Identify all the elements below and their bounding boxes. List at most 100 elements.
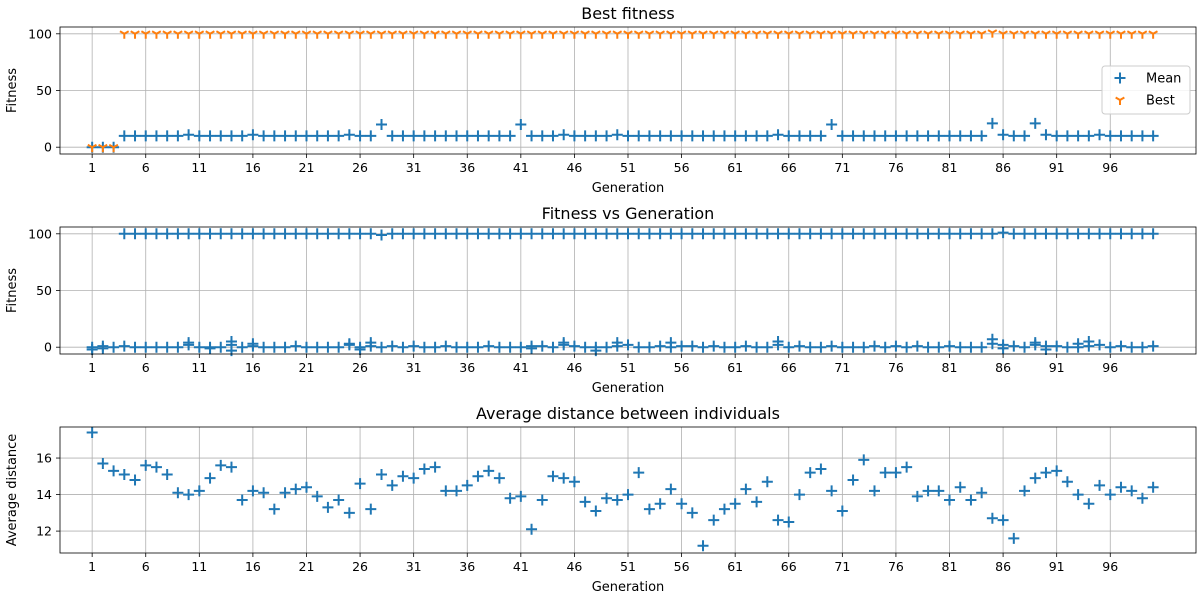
data-point: [290, 130, 302, 142]
data-point: [1104, 130, 1116, 142]
data-point: [976, 130, 988, 142]
data-point: [1147, 228, 1159, 240]
data-point: [1051, 340, 1063, 352]
x-axis-label: Generation: [592, 580, 665, 595]
data-point: [1083, 130, 1095, 142]
data-point: [279, 228, 291, 240]
data-point: [461, 228, 473, 240]
data-point: [1040, 467, 1052, 479]
data-point: [247, 338, 259, 350]
data-point: [129, 130, 141, 142]
x-tick-label: 46: [566, 559, 582, 574]
data-point: [847, 228, 859, 240]
data-point: [965, 341, 977, 353]
data-point: [1062, 30, 1073, 39]
x-tick-label: 41: [513, 559, 529, 574]
data-point: [397, 228, 409, 240]
data-point: [1061, 341, 1073, 353]
data-point: [547, 470, 559, 482]
data-point: [901, 228, 913, 240]
data-point: [697, 341, 709, 353]
data-point: [258, 30, 269, 39]
data-point: [1116, 30, 1126, 39]
data-point: [397, 130, 409, 142]
x-tick-label: 56: [674, 360, 690, 375]
data-point: [493, 472, 505, 484]
data-point: [558, 30, 569, 39]
data-point: [547, 228, 559, 240]
data-point: [172, 487, 184, 499]
data-point: [1040, 129, 1052, 141]
data-point: [751, 30, 762, 39]
data-point: [697, 228, 709, 240]
data-point: [837, 30, 848, 39]
data-point: [665, 228, 677, 240]
data-point: [247, 485, 259, 497]
data-point: [440, 30, 451, 39]
data-point: [162, 30, 173, 39]
data-point: [1115, 228, 1127, 240]
data-point: [1115, 481, 1127, 493]
y-tick-label: 0: [44, 140, 52, 155]
data-point: [1126, 228, 1138, 240]
data-point: [376, 341, 388, 353]
data-point: [1094, 339, 1106, 351]
data-point: [697, 540, 709, 552]
data-point: [847, 341, 859, 353]
data-point: [118, 228, 130, 240]
data-point: [911, 490, 923, 502]
data-point: [976, 228, 988, 240]
x-tick-label: 71: [834, 160, 850, 175]
data-point: [815, 228, 827, 240]
data-point: [343, 507, 355, 519]
data-point: [183, 489, 195, 501]
data-point: [504, 130, 516, 142]
data-point: [986, 228, 998, 240]
y-tick-label: 14: [36, 487, 52, 502]
data-point: [643, 503, 655, 515]
data-point: [622, 339, 634, 351]
data-point: [365, 503, 377, 515]
data-point: [140, 341, 152, 353]
data-point: [569, 30, 580, 39]
data-point: [118, 468, 130, 480]
data-point: [194, 30, 205, 39]
data-point: [376, 30, 387, 39]
data-point: [236, 494, 248, 506]
data-point: [986, 333, 998, 345]
data-point: [729, 130, 741, 142]
data-point: [997, 227, 1009, 239]
data-point: [987, 29, 998, 38]
data-point: [247, 228, 259, 240]
data-point: [933, 228, 945, 240]
y-axis-label: Average distance: [5, 434, 20, 547]
data-point: [483, 465, 495, 477]
data-point: [268, 341, 280, 353]
data-point: [311, 490, 323, 502]
data-point: [290, 483, 302, 495]
data-point: [708, 514, 720, 526]
x-tick-label: 36: [459, 160, 475, 175]
data-point: [343, 228, 355, 240]
data-point: [966, 30, 976, 39]
data-point: [365, 30, 376, 39]
x-tick-label: 76: [888, 360, 904, 375]
x-tick-label: 16: [245, 160, 261, 175]
data-point: [386, 340, 398, 352]
x-tick-label: 96: [1102, 559, 1118, 574]
data-point: [333, 130, 345, 142]
data-point: [1115, 130, 1127, 142]
data-point: [386, 228, 398, 240]
data-point: [868, 340, 880, 352]
data-point: [579, 496, 591, 508]
data-point: [676, 130, 688, 142]
data-point: [1126, 341, 1138, 353]
data-point: [237, 30, 248, 39]
data-point: [890, 130, 902, 142]
x-tick-label: 91: [1049, 360, 1065, 375]
x-tick-label: 76: [888, 160, 904, 175]
data-point: [590, 130, 602, 142]
data-point: [461, 130, 473, 142]
data-point: [826, 119, 838, 131]
data-point: [129, 474, 141, 486]
